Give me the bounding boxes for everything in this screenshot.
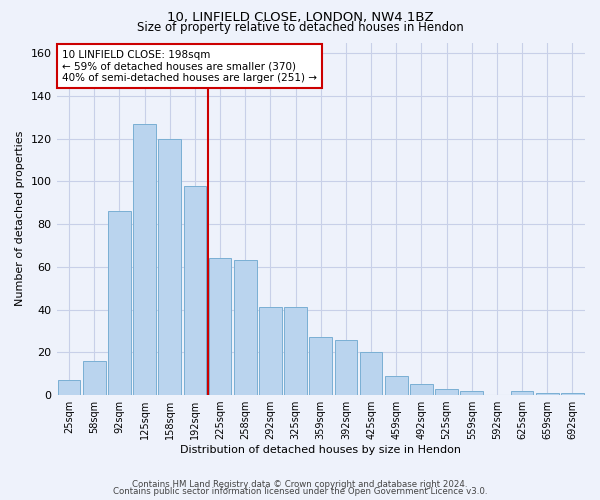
- Bar: [410, 384, 433, 395]
- Text: Contains HM Land Registry data © Crown copyright and database right 2024.: Contains HM Land Registry data © Crown c…: [132, 480, 468, 489]
- Bar: [561, 393, 584, 395]
- Bar: [536, 393, 559, 395]
- Bar: [184, 186, 206, 395]
- Text: Size of property relative to detached houses in Hendon: Size of property relative to detached ho…: [137, 22, 463, 35]
- X-axis label: Distribution of detached houses by size in Hendon: Distribution of detached houses by size …: [180, 445, 461, 455]
- Bar: [511, 391, 533, 395]
- Bar: [108, 212, 131, 395]
- Bar: [360, 352, 382, 395]
- Bar: [158, 138, 181, 395]
- Bar: [209, 258, 232, 395]
- Bar: [460, 391, 483, 395]
- Bar: [58, 380, 80, 395]
- Bar: [259, 308, 282, 395]
- Bar: [234, 260, 257, 395]
- Bar: [435, 388, 458, 395]
- Text: 10 LINFIELD CLOSE: 198sqm
← 59% of detached houses are smaller (370)
40% of semi: 10 LINFIELD CLOSE: 198sqm ← 59% of detac…: [62, 50, 317, 83]
- Bar: [284, 308, 307, 395]
- Bar: [385, 376, 407, 395]
- Bar: [310, 338, 332, 395]
- Text: Contains public sector information licensed under the Open Government Licence v3: Contains public sector information licen…: [113, 488, 487, 496]
- Bar: [335, 340, 357, 395]
- Bar: [133, 124, 156, 395]
- Y-axis label: Number of detached properties: Number of detached properties: [15, 131, 25, 306]
- Text: 10, LINFIELD CLOSE, LONDON, NW4 1BZ: 10, LINFIELD CLOSE, LONDON, NW4 1BZ: [167, 11, 433, 24]
- Bar: [83, 361, 106, 395]
